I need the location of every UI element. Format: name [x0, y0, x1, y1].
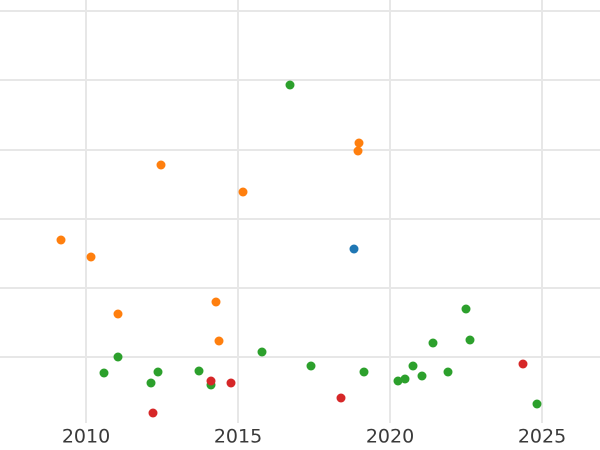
- orange-series-point: [56, 235, 66, 245]
- green-series-point: [194, 366, 204, 376]
- orange-series-point: [214, 336, 224, 346]
- orange-series-point: [353, 146, 363, 156]
- orange-series-point: [238, 187, 248, 197]
- green-series-point: [146, 378, 156, 388]
- green-series-point: [443, 367, 453, 377]
- blue-series-point: [349, 244, 359, 254]
- orange-series-point: [156, 160, 166, 170]
- v-gridline: [85, 0, 87, 423]
- green-series-point: [532, 399, 542, 409]
- v-gridline: [237, 0, 239, 423]
- orange-series-point: [113, 309, 123, 319]
- red-series-point: [206, 376, 216, 386]
- x-tick-label: 2010: [61, 425, 111, 448]
- green-series-point: [359, 367, 369, 377]
- red-series-point: [518, 359, 528, 369]
- h-gridline: [0, 149, 600, 151]
- red-series-point: [226, 378, 236, 388]
- h-gridline: [0, 10, 600, 12]
- green-series-point: [461, 304, 471, 314]
- green-series-point: [257, 347, 267, 357]
- x-tick-label: 2025: [517, 425, 567, 448]
- orange-series-point: [211, 297, 221, 307]
- orange-series-point: [86, 252, 96, 262]
- h-gridline: [0, 356, 600, 358]
- x-tick-label: 2015: [213, 425, 263, 448]
- green-series-point: [306, 361, 316, 371]
- orange-series-point: [354, 138, 364, 148]
- green-series-point: [408, 361, 418, 371]
- green-series-point: [285, 80, 295, 90]
- h-gridline: [0, 287, 600, 289]
- green-series-point: [99, 368, 109, 378]
- h-gridline: [0, 218, 600, 220]
- green-series-point: [417, 371, 427, 381]
- x-tick-label: 2020: [365, 425, 415, 448]
- red-series-point: [148, 408, 158, 418]
- v-gridline: [541, 0, 543, 423]
- v-gridline: [389, 0, 391, 423]
- h-gridline: [0, 79, 600, 81]
- green-series-point: [428, 338, 438, 348]
- red-series-point: [336, 393, 346, 403]
- green-series-point: [465, 335, 475, 345]
- green-series-point: [400, 374, 410, 384]
- green-series-point: [113, 352, 123, 362]
- green-series-point: [393, 376, 403, 386]
- green-series-point: [153, 367, 163, 377]
